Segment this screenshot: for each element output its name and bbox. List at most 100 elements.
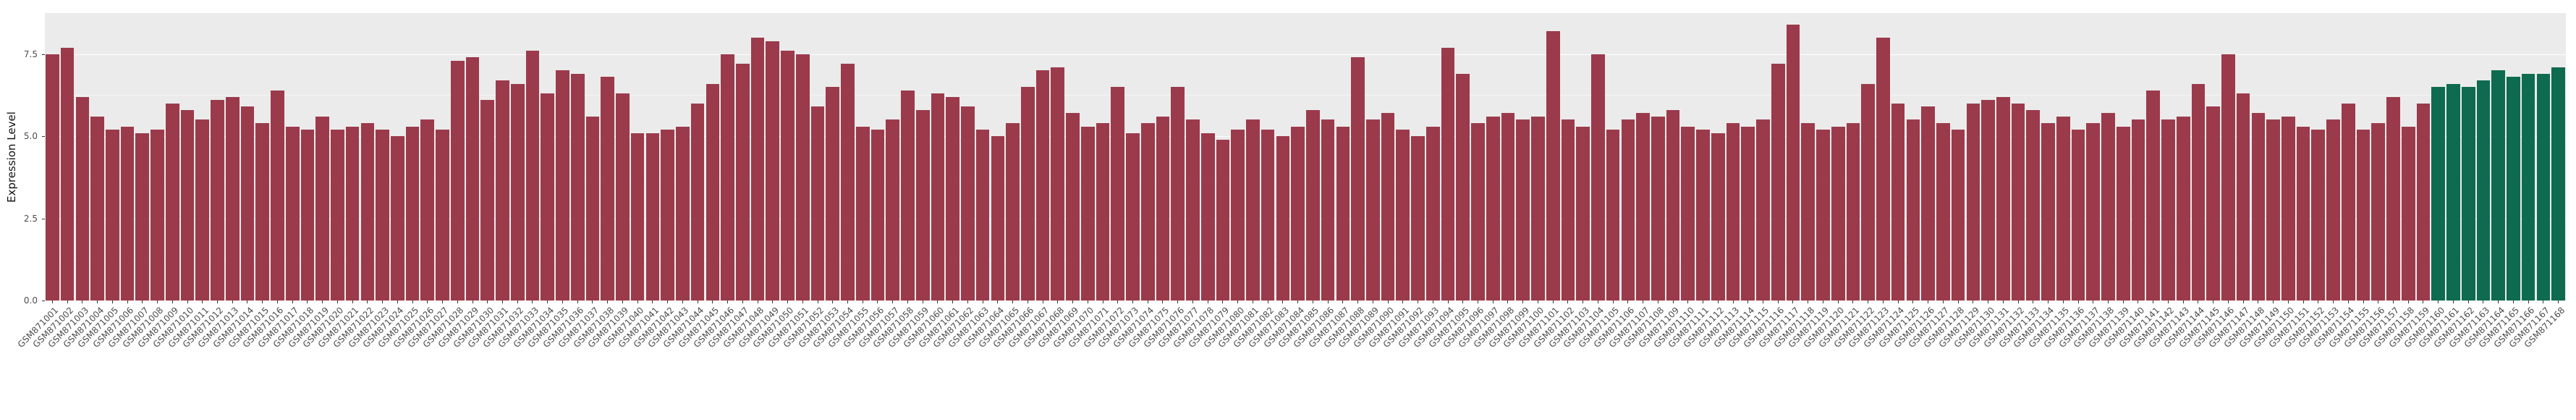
- x-tick-mark: [97, 301, 98, 303]
- bar: [1351, 57, 1365, 301]
- x-tick-mark: [937, 301, 939, 303]
- bar: [2311, 130, 2326, 301]
- x-tick-mark: [892, 301, 894, 303]
- x-tick-mark: [1732, 301, 1734, 303]
- x-tick-mark: [1507, 301, 1509, 303]
- bar: [1186, 119, 1200, 301]
- x-tick-mark: [412, 301, 413, 303]
- bar: [1246, 119, 1260, 301]
- bar: [1411, 136, 1425, 301]
- bar: [2176, 116, 2190, 301]
- x-tick-mark: [262, 301, 263, 303]
- x-tick-mark: [232, 301, 233, 303]
- bar: [901, 90, 915, 301]
- bar: [1801, 123, 1816, 301]
- x-tick-mark: [1297, 301, 1299, 303]
- x-tick-mark: [1462, 301, 1464, 303]
- bar: [601, 77, 614, 301]
- bar: [1216, 139, 1230, 301]
- bar: [556, 70, 569, 301]
- x-tick-mark: [336, 301, 338, 303]
- bar: [2491, 70, 2505, 301]
- bar: [465, 57, 480, 301]
- bar: [1831, 126, 1845, 301]
- y-tick-label: 2.5: [23, 213, 38, 224]
- x-tick-mark: [2107, 301, 2109, 303]
- x-tick-mark: [652, 301, 653, 303]
- x-tick-mark: [517, 301, 518, 303]
- bar: [1966, 103, 1980, 301]
- bar: [2101, 113, 2115, 301]
- bar: [1501, 113, 1515, 301]
- x-tick-mark: [367, 301, 368, 303]
- bar: [2536, 73, 2551, 301]
- bar: [211, 100, 224, 301]
- x-tick-mark: [2393, 301, 2394, 303]
- bar: [570, 73, 585, 301]
- bar: [376, 130, 389, 301]
- x-tick-mark: [1177, 301, 1179, 303]
- bar: [585, 116, 600, 301]
- bar: [1381, 113, 1395, 301]
- bar: [1621, 119, 1635, 301]
- bar: [706, 83, 720, 301]
- bar: [541, 93, 555, 301]
- bar: [120, 126, 135, 301]
- y-tick-mark: [42, 136, 45, 138]
- bar: [1906, 119, 1920, 301]
- bar: [2341, 103, 2355, 301]
- x-tick-mark: [1792, 301, 1794, 303]
- x-tick-mark: [2242, 301, 2244, 303]
- x-tick-mark: [2077, 301, 2079, 303]
- x-tick-mark: [787, 301, 789, 303]
- bar: [870, 130, 885, 301]
- x-tick-mark: [1717, 301, 1719, 303]
- x-tick-mark: [187, 301, 188, 303]
- x-tick-mark: [2062, 301, 2064, 303]
- bar: [2041, 123, 2055, 301]
- x-tick-mark: [1957, 301, 1959, 303]
- x-tick-mark: [2407, 301, 2409, 303]
- bar: [750, 38, 765, 301]
- bar: [1531, 116, 1545, 301]
- bar: [2296, 126, 2310, 301]
- x-tick-mark: [2002, 301, 2004, 303]
- gridline-minor: [45, 177, 2566, 178]
- y-tick-label: 7.5: [23, 49, 38, 59]
- bar: [1786, 24, 1800, 301]
- x-tick-mark: [1057, 301, 1059, 303]
- x-tick-mark: [592, 301, 593, 303]
- bar: [690, 103, 705, 301]
- x-tick-mark: [2558, 301, 2559, 303]
- x-tick-mark: [2347, 301, 2349, 303]
- x-tick-mark: [2438, 301, 2439, 303]
- bar: [1711, 133, 1725, 301]
- bar: [2401, 126, 2415, 301]
- x-tick-mark: [952, 301, 954, 303]
- x-tick-mark: [532, 301, 533, 303]
- x-tick-mark: [202, 301, 203, 303]
- y-tick-label: 5.0: [23, 131, 38, 142]
- bar: [1291, 126, 1305, 301]
- x-tick-mark: [171, 301, 173, 303]
- bar: [1336, 126, 1350, 301]
- bar: [1981, 100, 1995, 301]
- bar: [841, 64, 855, 301]
- bar: [331, 130, 344, 301]
- x-tick-mark: [292, 301, 293, 303]
- x-tick-mark: [1627, 301, 1629, 303]
- x-tick-mark: [142, 301, 143, 303]
- x-tick-mark: [997, 301, 999, 303]
- x-tick-mark: [2182, 301, 2184, 303]
- bar: [1365, 119, 1380, 301]
- bar: [2191, 83, 2206, 301]
- x-tick-mark: [111, 301, 113, 303]
- bar: [1306, 109, 1320, 301]
- bar: [1231, 130, 1245, 301]
- bar: [931, 93, 945, 301]
- plot-panel: [45, 13, 2566, 301]
- bar: [810, 106, 825, 301]
- bar: [721, 54, 734, 301]
- bar: [1171, 87, 1185, 301]
- bar: [645, 133, 660, 301]
